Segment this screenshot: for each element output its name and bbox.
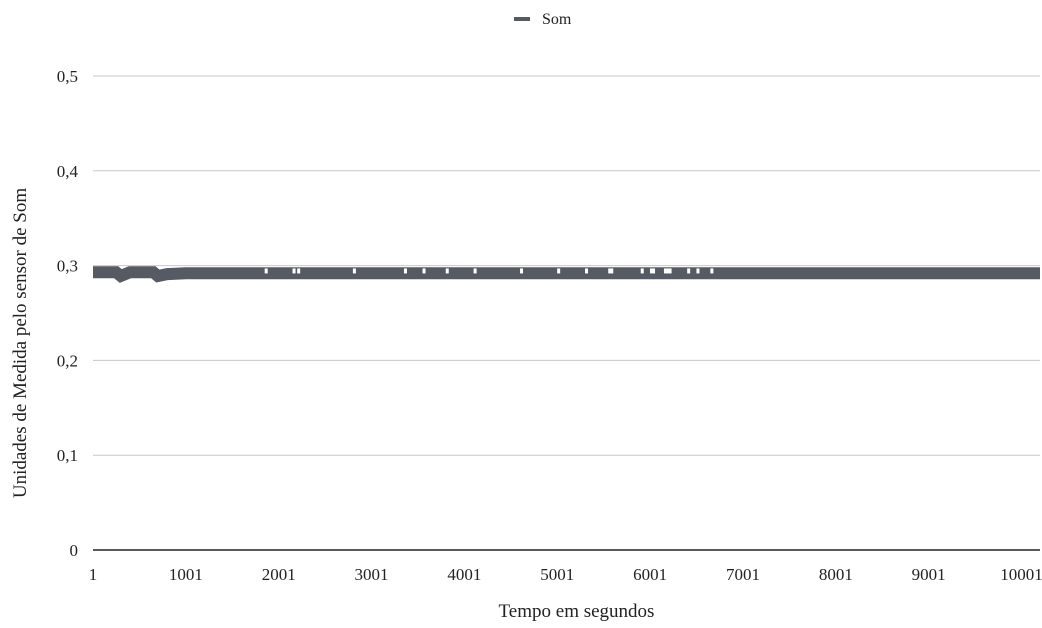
x-tick-label: 7001 xyxy=(726,565,760,584)
gridlines xyxy=(93,75,1040,456)
x-tick-label: 1 xyxy=(89,565,98,584)
series-gap xyxy=(297,268,301,274)
series-gap xyxy=(292,268,296,274)
series-gap xyxy=(585,268,589,274)
x-tick-label: 8001 xyxy=(819,565,853,584)
x-tick-label: 3001 xyxy=(355,565,389,584)
series-gap xyxy=(520,268,524,274)
y-tick-label: 0 xyxy=(70,541,79,560)
series-gap xyxy=(473,268,477,274)
x-tick-label: 6001 xyxy=(633,565,667,584)
series-gap xyxy=(668,268,672,274)
x-axis-title: Tempo em segundos xyxy=(499,601,655,622)
y-axis-ticks: 0 0,1 0,2 0,3 0,4 0,5 xyxy=(57,67,79,560)
series-gap xyxy=(640,268,644,274)
series-gap xyxy=(687,268,691,274)
x-tick-label: 2001 xyxy=(262,565,296,584)
series-gap xyxy=(650,268,656,274)
series-gap xyxy=(264,268,268,274)
legend: Som xyxy=(514,11,572,28)
y-tick-label: 0,1 xyxy=(57,446,78,465)
series-gap xyxy=(557,268,561,274)
series-gap xyxy=(445,268,449,274)
x-tick-label: 4001 xyxy=(447,565,481,584)
y-tick-label: 0,2 xyxy=(57,351,78,370)
series-line-som xyxy=(93,266,1040,283)
x-tick-label: 9001 xyxy=(912,565,946,584)
y-axis-title: Unidades de Medida pelo sensor de Som xyxy=(10,188,31,498)
series-gap xyxy=(608,268,614,274)
series-gap xyxy=(403,268,407,274)
legend-label-som: Som xyxy=(542,11,572,28)
series-gap xyxy=(352,268,356,274)
series-gap xyxy=(710,268,714,274)
series-gap xyxy=(663,268,669,274)
y-tick-label: 0,4 xyxy=(57,162,79,181)
y-tick-label: 0,5 xyxy=(57,67,78,86)
x-tick-label: 1001 xyxy=(169,565,203,584)
x-tick-label: 5001 xyxy=(540,565,574,584)
x-axis-ticks: 1 1001 2001 3001 4001 5001 6001 7001 8001 9001 100… xyxy=(89,565,1042,584)
x-tick-label: 10001 xyxy=(1000,565,1042,584)
y-tick-label: 0,3 xyxy=(57,257,78,276)
series-gap xyxy=(696,268,700,274)
series-layer xyxy=(93,266,1040,283)
series-gap xyxy=(422,268,426,274)
